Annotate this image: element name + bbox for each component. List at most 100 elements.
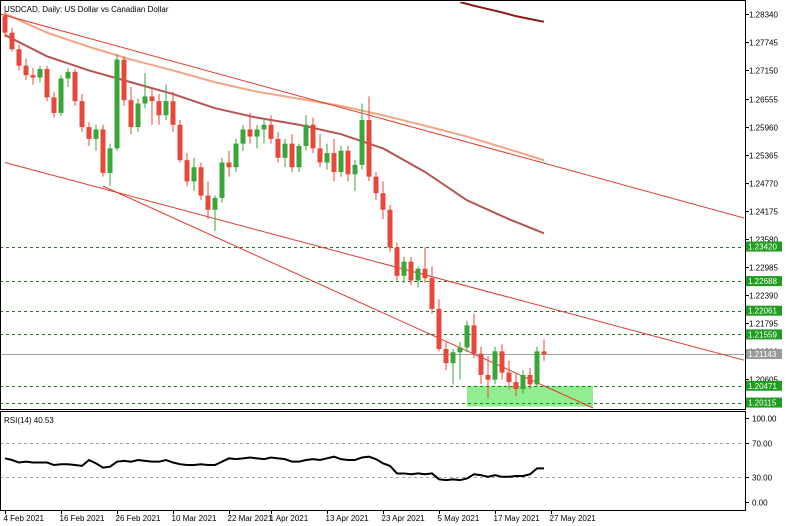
candle: [303, 115, 309, 151]
candle: [93, 124, 99, 151]
level-tag: [746, 305, 782, 316]
candle: [429, 266, 435, 314]
candle: [338, 145, 344, 177]
candle: [121, 56, 127, 106]
rsi-plot-frame: [0, 411, 746, 511]
candle: [219, 157, 225, 203]
candle: [240, 124, 246, 151]
date-tick-label: 10 Mar 2021: [172, 514, 217, 523]
candle: [191, 157, 197, 191]
candle: [380, 181, 386, 220]
price-tick-label: 1.23580: [749, 236, 778, 245]
date-tick-label: 22 Mar 2021: [228, 514, 273, 523]
candle: [170, 91, 176, 132]
candle: [443, 341, 449, 371]
trendline-2: [102, 185, 594, 409]
date-tick-label: 5 May 2021: [438, 514, 480, 523]
rsi-tick-label: 70.00: [752, 440, 773, 449]
candle: [275, 131, 281, 163]
candle: [296, 143, 302, 172]
date-tick-label: 26 Feb 2021: [116, 514, 161, 523]
price-tick-label: 1.24175: [749, 208, 778, 217]
level-tag: [746, 380, 782, 391]
candle: [233, 138, 239, 172]
candle: [23, 58, 29, 80]
candle: [401, 256, 407, 283]
candle: [268, 115, 274, 144]
price-tick-label: 1.24770: [749, 180, 778, 189]
candle: [527, 367, 533, 390]
moving-average-2: [4, 34, 545, 235]
candle: [128, 86, 134, 135]
date-tick-label: 4 Feb 2021: [4, 514, 45, 523]
level-tag: [746, 241, 782, 252]
rsi-line: [4, 455, 544, 482]
candle: [464, 320, 470, 353]
candle: [478, 346, 484, 385]
date-tick-label: 23 Apr 2021: [382, 514, 426, 523]
candle: [310, 117, 316, 154]
candle: [114, 53, 120, 151]
candle: [86, 122, 92, 146]
candle: [261, 120, 267, 144]
date-tick-label: 27 May 2021: [550, 514, 597, 523]
rsi-tick-label: 100.00: [752, 415, 777, 424]
candle: [79, 94, 85, 132]
candle: [51, 91, 57, 118]
price-tick-label: 1.20605: [749, 376, 778, 385]
candle: [65, 68, 71, 87]
candle: [394, 242, 400, 281]
candle: [373, 171, 379, 201]
price-axis: 1.28340 1.27745 1.27150 1.26555 1.25960 1.253…: [745, 11, 782, 408]
chart-title: USDCAD, Daily: US Dollar vs Canadian Dol…: [4, 5, 169, 14]
price-tick-label: 1.25960: [749, 124, 778, 133]
candle: [541, 339, 547, 361]
candle: [352, 160, 358, 191]
moving-average-0: [459, 2, 545, 23]
price-tick-label: 1.28340: [749, 11, 778, 20]
candle: [156, 94, 162, 125]
candle: [359, 103, 365, 170]
trendline-0: [1, 13, 744, 219]
candle: [163, 84, 169, 121]
price-tick-label: 1.22985: [749, 264, 778, 273]
candle: [247, 112, 253, 144]
level-tag: [746, 349, 782, 360]
price-tick-label: 1.22390: [749, 292, 778, 301]
rsi-axis: 100.00 70.00 30.00 0.00: [745, 415, 777, 508]
candle: [135, 98, 141, 132]
price-tick-label: 1.26555: [749, 96, 778, 105]
price-tick-label: 1.25365: [749, 152, 778, 161]
level-tag-label: 1.22061: [748, 307, 777, 316]
level-tag-label: 1.20115: [748, 399, 777, 408]
candle: [30, 68, 36, 85]
date-tick-label: 1 Apr 2021: [270, 514, 309, 523]
candle: [408, 256, 414, 286]
candle: [436, 299, 442, 352]
date-tick-label: 17 May 2021: [494, 514, 541, 523]
candle: [142, 72, 148, 109]
candle: [485, 356, 491, 399]
level-tag: [746, 397, 782, 408]
main-plot-area: [1, 2, 744, 409]
date-tick-label: 16 Feb 2021: [60, 514, 105, 523]
candle: [471, 313, 477, 359]
candle: [177, 120, 183, 163]
rsi-tick-label: 30.00: [752, 474, 773, 483]
candle: [9, 27, 15, 52]
rsi-tick-label: 0.00: [752, 499, 768, 508]
candle: [44, 65, 50, 102]
candle: [16, 44, 22, 71]
candle: [184, 153, 190, 187]
candle: [387, 205, 393, 253]
price-tick-label: 1.27150: [749, 67, 778, 76]
level-tag: [746, 329, 782, 340]
moving-average-1: [4, 12, 545, 162]
candle: [282, 138, 288, 168]
candle: [422, 247, 428, 283]
level-tag-label: 1.20471: [748, 382, 777, 391]
candle: [492, 346, 498, 385]
candle: [149, 89, 155, 125]
candle: [534, 346, 540, 387]
